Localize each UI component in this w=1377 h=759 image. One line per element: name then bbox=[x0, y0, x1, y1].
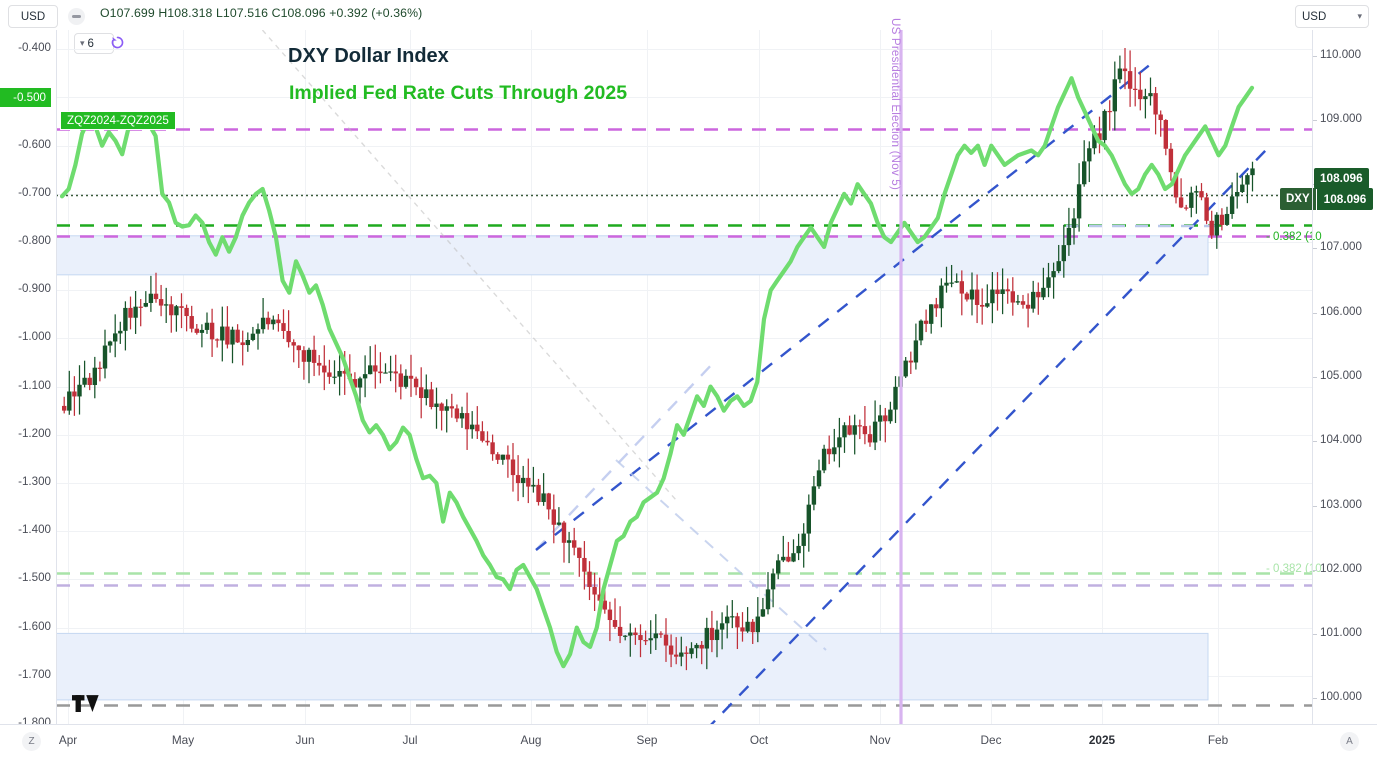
currency-selector-left[interactable]: USD bbox=[8, 5, 58, 28]
left-axis-highlight: -0.500 bbox=[0, 87, 51, 107]
left-axis-tick: -1.400 bbox=[18, 523, 51, 537]
left-axis-tick: -0.400 bbox=[18, 41, 51, 55]
right-axis-tick-mark bbox=[1313, 505, 1317, 507]
time-axis-label: Apr bbox=[58, 733, 78, 747]
dxy-symbol-label: DXY bbox=[1280, 188, 1316, 210]
right-axis-tick-mark bbox=[1313, 248, 1317, 250]
left-axis-tick: -1.700 bbox=[18, 667, 51, 681]
ohlc-readout: O107.699 H108.318 L107.516 C108.096 +0.3… bbox=[100, 6, 423, 20]
chart-plot-area[interactable] bbox=[56, 30, 1312, 724]
right-axis-tick-mark bbox=[1313, 377, 1317, 378]
left-axis-tick: -0.700 bbox=[18, 185, 51, 199]
right-axis-tick-mark bbox=[1313, 119, 1317, 121]
top-toolbar: USD O107.699 H108.318 L107.516 C108.096 … bbox=[0, 0, 1377, 54]
right-axis-tick: 107.000 bbox=[1320, 240, 1362, 254]
right-axis-tick-mark bbox=[1313, 312, 1317, 314]
right-axis-tick: 105.000 bbox=[1320, 369, 1362, 382]
tradingview-logo bbox=[72, 695, 99, 712]
fib-label-upper: - 0.382 (10 bbox=[1266, 231, 1322, 243]
candlestick-series bbox=[62, 47, 1255, 671]
dxy-price-value: 108.096 bbox=[1315, 188, 1374, 210]
right-axis-tick-mark bbox=[1313, 634, 1317, 636]
time-axis-label: Jul bbox=[402, 733, 418, 747]
right-axis-tick: 103.000 bbox=[1320, 497, 1362, 511]
left-axis-tick: -1.300 bbox=[18, 475, 51, 489]
time-axis-label: Dec bbox=[980, 733, 1002, 747]
right-axis-tick-mark bbox=[1313, 441, 1317, 443]
highlight-zones bbox=[56, 235, 1209, 701]
series-ticker-badge[interactable]: ZQZ2024-ZQZ2025 bbox=[60, 111, 176, 130]
auto-scale-button[interactable]: A bbox=[1340, 732, 1359, 751]
dxy-price-tag: DXY 108.096 bbox=[1280, 188, 1374, 210]
currency-selector-right[interactable]: USD ▾ bbox=[1295, 5, 1369, 28]
interval-stepper[interactable]: ▾ 6 bbox=[74, 33, 114, 54]
left-price-axis[interactable]: -0.400 -0.500 -0.600 -0.700 -0.800 -0.900 -1.0… bbox=[0, 30, 57, 729]
horizontal-levels bbox=[56, 128, 1312, 707]
chart-title: DXY Dollar Index bbox=[288, 45, 449, 67]
chevron-down-icon: ▾ bbox=[1357, 11, 1362, 21]
rate-cuts-line bbox=[59, 76, 1255, 669]
currency-right-label: USD bbox=[1302, 10, 1327, 23]
time-axis-label: Nov bbox=[869, 733, 891, 747]
time-axis-label: Oct bbox=[749, 733, 769, 747]
interval-value: 6 bbox=[87, 37, 94, 50]
chart-svg bbox=[56, 30, 1312, 724]
right-axis-tick: 110.000 bbox=[1320, 47, 1362, 61]
time-axis[interactable]: Z A Apr May Jun Jul Aug Sep Oct Nov Dec 2025 Feb bbox=[0, 724, 1377, 759]
right-axis-tick-mark bbox=[1313, 55, 1317, 57]
time-axis-label: Sep bbox=[636, 733, 658, 747]
time-axis-label: Feb bbox=[1207, 733, 1229, 747]
time-axis-label: Aug bbox=[520, 733, 542, 747]
currency-left-label: USD bbox=[20, 10, 46, 23]
right-axis-tick: 104.000 bbox=[1320, 433, 1362, 447]
left-axis-tick: -1.200 bbox=[18, 426, 51, 440]
chevron-down-icon: ▾ bbox=[80, 38, 85, 48]
refresh-icon[interactable] bbox=[108, 33, 127, 52]
timezone-button[interactable]: Z bbox=[22, 732, 41, 751]
left-axis-tick: -1.500 bbox=[18, 571, 51, 585]
time-axis-label: 2025 bbox=[1088, 733, 1116, 747]
left-axis-tick: -0.600 bbox=[18, 137, 51, 151]
chart-subtitle: Implied Fed Rate Cuts Through 2025 bbox=[289, 82, 628, 104]
right-axis-tick: 102.000 bbox=[1320, 561, 1362, 575]
grid-lines bbox=[56, 30, 1312, 724]
trend-channel bbox=[261, 30, 1267, 724]
right-axis-tick: 100.000 bbox=[1320, 690, 1362, 704]
fib-label-lower: - 0.382 (10 bbox=[1266, 563, 1322, 575]
left-axis-tick: -1.100 bbox=[18, 378, 51, 392]
election-annotation-label: US Presidential Election (Nov 5) bbox=[889, 18, 902, 191]
time-axis-label: May bbox=[171, 733, 195, 747]
time-axis-label: Jun bbox=[295, 733, 315, 747]
right-price-axis[interactable]: 110.000109.000108.000107.000106.000105.0… bbox=[1312, 30, 1377, 724]
hide-series-icon[interactable] bbox=[68, 8, 85, 25]
left-axis-tick: -0.800 bbox=[18, 234, 51, 248]
left-axis-tick: -1.000 bbox=[18, 330, 51, 344]
right-axis-tick: 106.000 bbox=[1320, 304, 1362, 318]
left-axis-tick: -1.600 bbox=[18, 619, 51, 633]
left-axis-tick: -0.900 bbox=[18, 282, 51, 296]
right-axis-tick-mark bbox=[1313, 698, 1317, 700]
right-axis-tick: 109.000 bbox=[1320, 111, 1362, 125]
right-axis-tick: 101.000 bbox=[1320, 626, 1362, 640]
right-axis-highlight: 108.096 bbox=[1314, 167, 1369, 189]
right-axis-tick-mark bbox=[1313, 569, 1317, 571]
